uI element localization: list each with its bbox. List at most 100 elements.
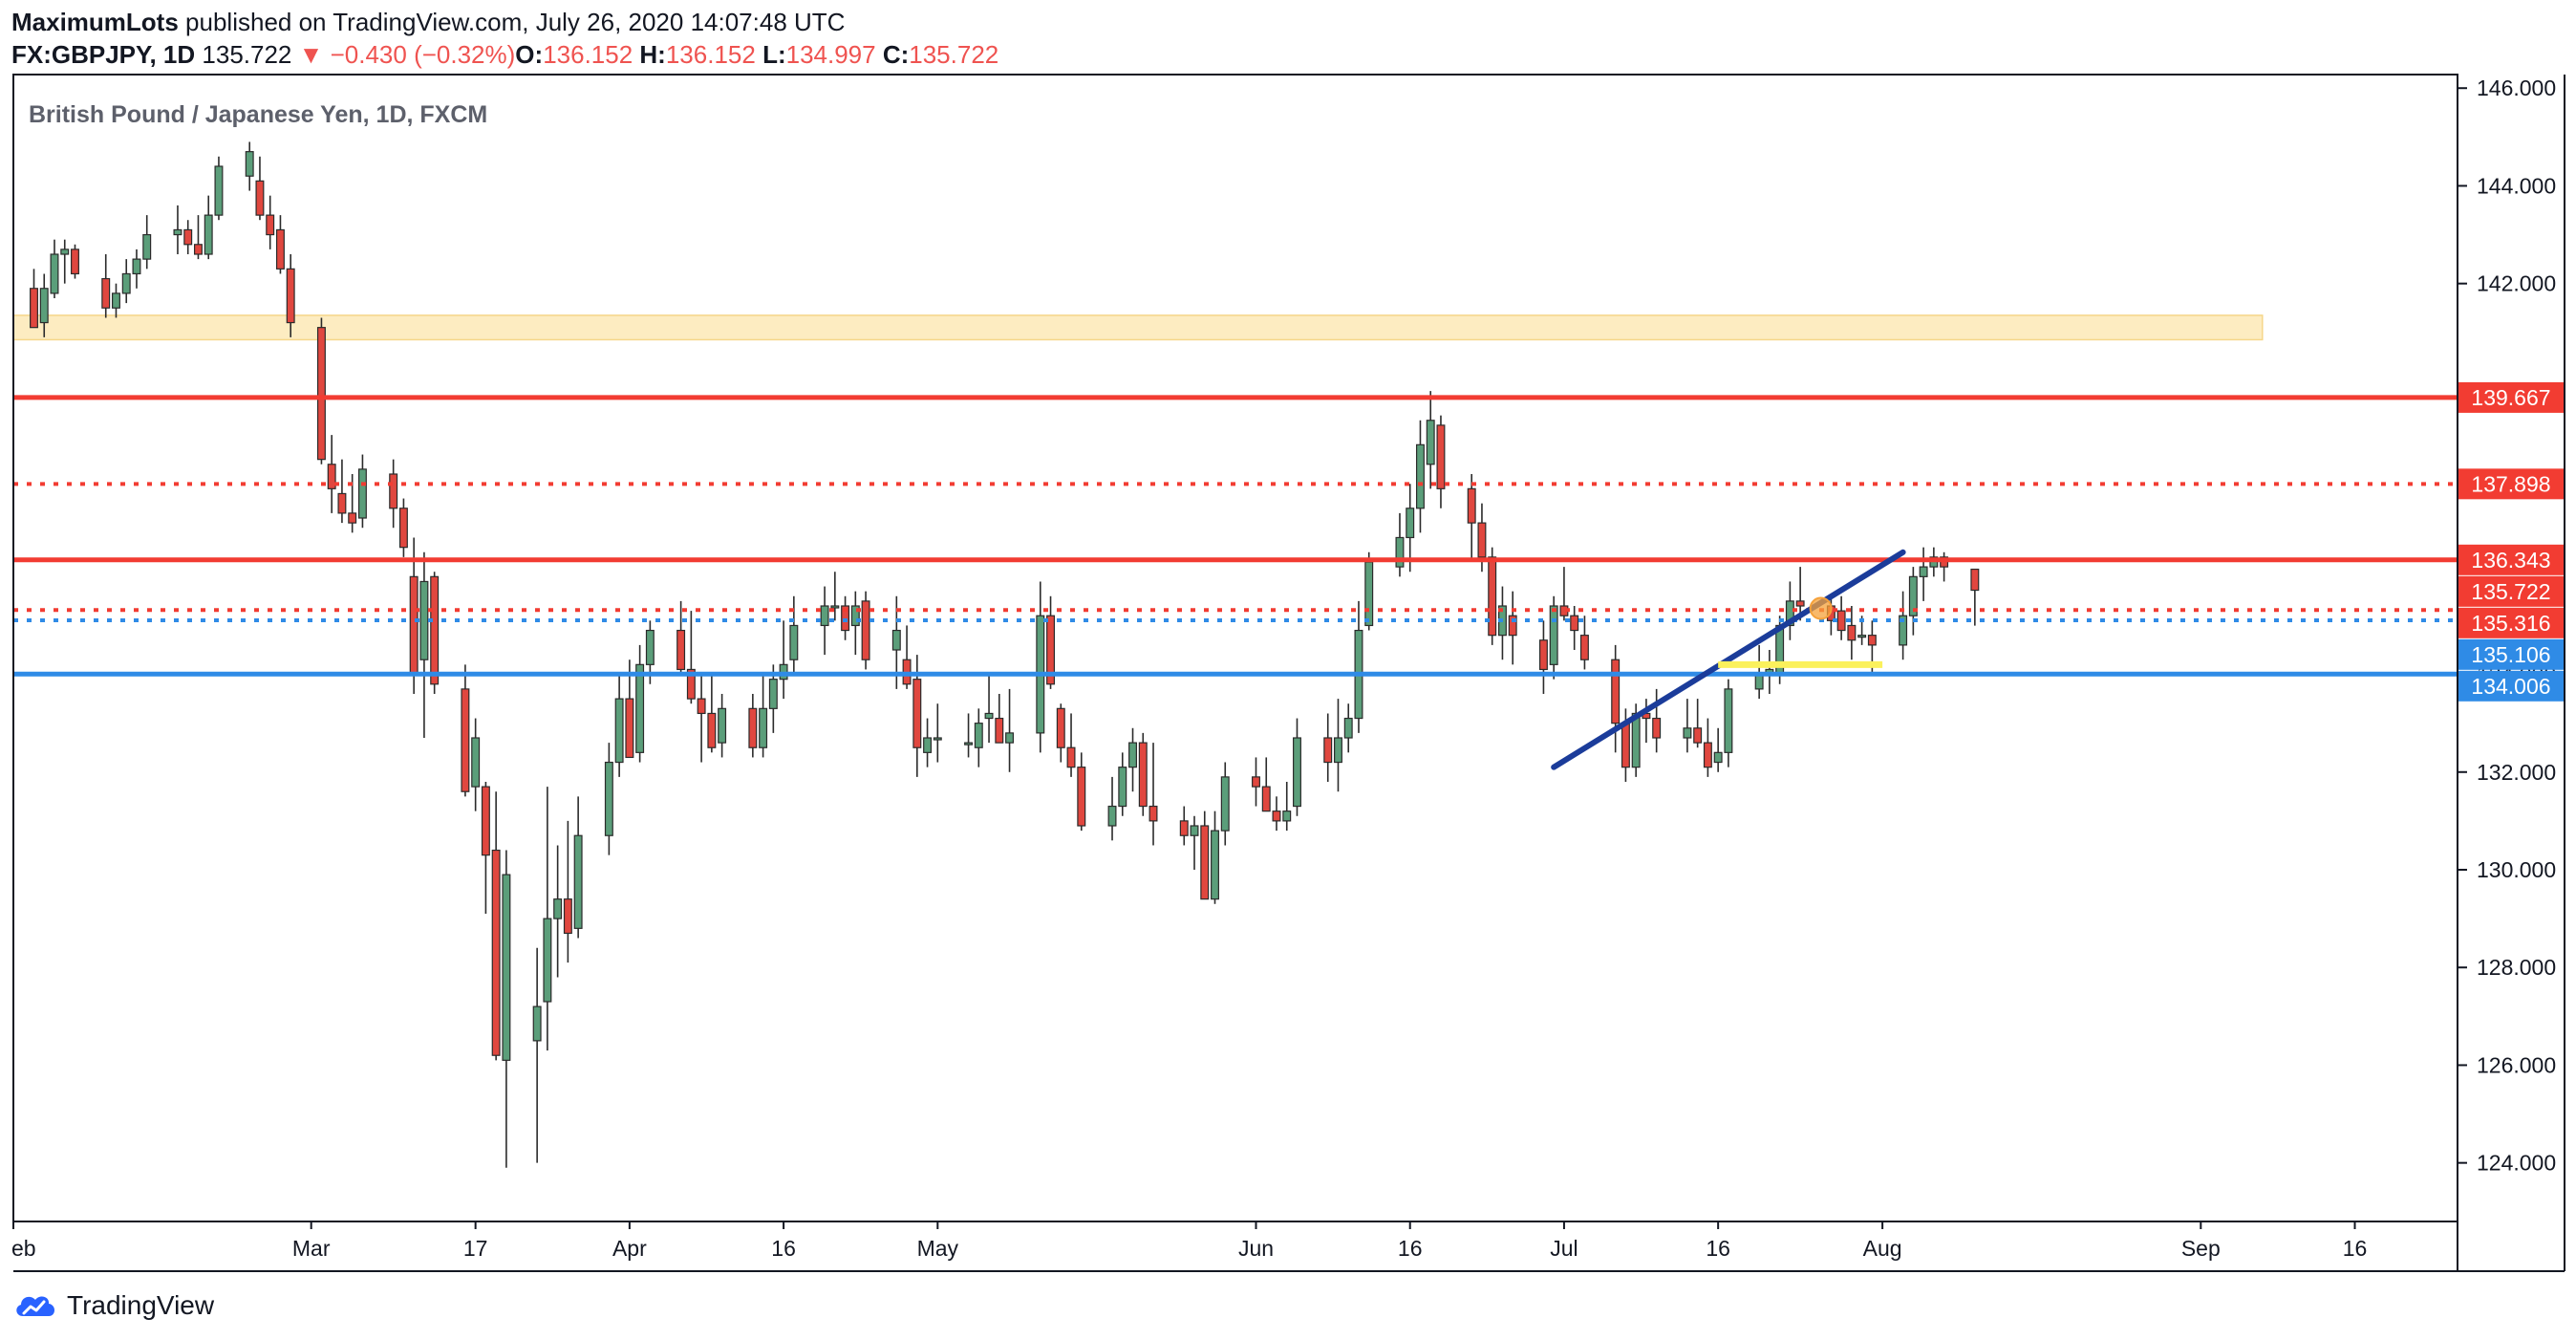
candle-body (1395, 536, 1405, 568)
candle (1570, 606, 1579, 650)
candle-body (891, 629, 901, 651)
time-tick-label: 16 (771, 1236, 796, 1261)
resistance-zone (12, 314, 2264, 341)
candle (573, 796, 583, 939)
candle (1056, 703, 1065, 763)
candle-body (573, 834, 583, 929)
symbol-name[interactable]: FX:GBPJPY, 1D (11, 40, 196, 69)
candle-body (1282, 810, 1292, 822)
time-tick-label: Mar (292, 1236, 331, 1261)
candle (1138, 732, 1148, 816)
candle-body (266, 214, 275, 236)
price-label: 135.722 (2458, 575, 2564, 607)
candle (850, 591, 860, 656)
candle-body (1970, 568, 1980, 592)
candle (1724, 679, 1733, 767)
candle-body (645, 629, 655, 665)
candle (173, 205, 182, 254)
candle (1220, 762, 1230, 846)
time-tick-label: 16 (2343, 1236, 2368, 1261)
candle-body (1200, 825, 1210, 900)
candle-body (1252, 776, 1260, 788)
candle-body (1549, 605, 1558, 665)
candle (841, 595, 850, 640)
candle-body (635, 663, 645, 753)
time-tick-label: 16 (1706, 1236, 1730, 1261)
tradingview-cloud-icon (16, 1296, 54, 1316)
candle (697, 674, 706, 763)
price-label: 135.106 (2458, 638, 2564, 670)
change-arrow-icon: ▼ (298, 40, 324, 69)
candle-body (1138, 742, 1148, 808)
candle (1899, 591, 1908, 660)
candle-body (841, 605, 850, 632)
price-label: 137.898 (2458, 468, 2564, 500)
candle-body (1919, 566, 1928, 577)
publisher-name[interactable]: MaximumLots (11, 8, 179, 36)
candle-body (532, 1005, 542, 1042)
price-change: −0.430 (−0.32%) (330, 40, 516, 69)
candle (1343, 703, 1353, 753)
candle (1036, 581, 1045, 753)
price-tick-label: 128.000 (2477, 955, 2556, 980)
candle-body (912, 679, 922, 748)
tradingview-brand[interactable]: TradingView (11, 1290, 214, 1321)
candle (1559, 567, 1569, 621)
candle (830, 572, 840, 621)
publish-info: MaximumLots published on TradingView.com… (11, 6, 845, 38)
price-tick-label: 124.000 (2477, 1151, 2556, 1176)
time-tick-label: Jun (1238, 1236, 1274, 1261)
candle (543, 787, 552, 1051)
candle (1200, 810, 1210, 900)
candle-body (121, 272, 131, 294)
candle (71, 244, 79, 279)
candle-body (1211, 830, 1219, 900)
candle-body (255, 180, 265, 216)
candle-body (923, 737, 933, 753)
candle-body (1570, 615, 1579, 632)
price-tick-label: 132.000 (2477, 760, 2556, 785)
candle-body (1415, 443, 1425, 509)
candle-body (214, 165, 224, 216)
candle (1128, 727, 1137, 792)
candle (933, 703, 942, 763)
candle-body (1683, 727, 1692, 739)
price-label-text: 139.667 (2471, 385, 2550, 410)
published-text: published on TradingView.com, July 26, 2… (185, 8, 846, 36)
candle-body (1908, 575, 1918, 616)
candle (30, 269, 38, 329)
candle-body (984, 712, 994, 720)
candle-body (1693, 727, 1703, 744)
candle (1179, 806, 1189, 846)
candle-body (748, 707, 758, 748)
candle-body (193, 244, 203, 255)
candle-body (625, 698, 634, 759)
candle (1508, 591, 1517, 665)
candle (50, 239, 59, 298)
candle-body (471, 737, 481, 788)
candle-body (481, 786, 490, 856)
candle-body (1436, 424, 1446, 489)
close-label: C: (882, 40, 910, 69)
close-value: 135.722 (909, 40, 999, 69)
candle-body (1836, 610, 1846, 632)
candle-body (614, 698, 624, 764)
candle-body (327, 464, 336, 489)
candle (1847, 606, 1857, 660)
candle (1436, 415, 1446, 508)
open-label: O: (515, 40, 544, 69)
candle (1908, 567, 1918, 636)
candle-body (1713, 751, 1723, 764)
candle (1354, 600, 1363, 733)
candle (1795, 567, 1805, 621)
candle-body (502, 874, 511, 1061)
trend-line (1551, 549, 1906, 770)
time-tick-label: eb (11, 1236, 36, 1261)
price-tick-label: 130.000 (2477, 857, 2556, 882)
candle-body (1046, 615, 1056, 685)
high-label: H: (639, 40, 666, 69)
candle-body (1847, 624, 1857, 641)
candle-body (553, 898, 563, 919)
price-label-box (2458, 638, 2564, 670)
